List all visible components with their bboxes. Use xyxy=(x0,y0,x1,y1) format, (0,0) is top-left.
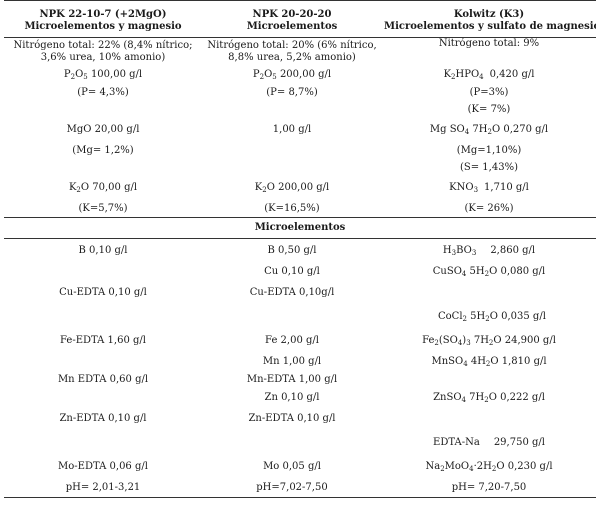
cell-s-pct-c3: (S= 1,43%) xyxy=(460,161,518,173)
cell-mo-c2: Mo 0,05 g/l xyxy=(263,461,321,472)
header-npk-20-20-20: NPK 20-20-20 Microelementos xyxy=(202,0,382,38)
table-row-boron: B 0,10 g/l B 0,50 g/l H3BO3 2,860 g/l xyxy=(4,239,596,264)
cell-b-c2: B 0,50 g/l xyxy=(267,245,317,256)
cell-nitrogen-c1: Nitrógeno total: 22% (8,4% nítrico; 3,6%… xyxy=(13,40,193,63)
table-header-row: NPK 22-10-7 (+2MgO) Microelementos y magn… xyxy=(4,0,596,38)
table-row-cobalt: CoCl2 5H2O 0,035 g/l xyxy=(4,305,596,329)
cell-k-c1: K2O 70,00 g/l xyxy=(68,182,138,194)
cell-ph-c2: pH=7,02-7,50 xyxy=(202,479,382,498)
cell-cu-c3: CuSO4 5H2O 0,080 g/l xyxy=(432,266,546,278)
cell-nitrogen-c3: Nitrógeno total: 9% xyxy=(438,38,540,49)
header-kolwitz-k3: Kolwitz (K3) Microelementos y sulfato de … xyxy=(382,0,596,38)
table-row-potassium-pct-k3: (K= 7%) xyxy=(4,101,596,118)
table-row-iron: Fe-EDTA 1,60 g/l Fe 2,00 g/l Fe2(SO4)3 7… xyxy=(4,329,596,353)
cell-k-pct-c3: (K= 26%) xyxy=(382,200,596,218)
table-row-cu-edta: Cu-EDTA 0,10 g/l Cu-EDTA 0,10g/l xyxy=(4,281,596,305)
table-row-zn-edta: Zn-EDTA 0,10 g/l Zn-EDTA 0,10 g/l xyxy=(4,407,596,431)
cell-mn-c3: MnSO4 4H2O 1,810 g/l xyxy=(431,356,547,368)
table-row-micro-title: Microelementos xyxy=(4,217,596,239)
section-title-microelementos: Microelementos xyxy=(4,217,596,239)
table-row-zinc: Zn 0,10 g/l ZnSO4 7H2O 0,222 g/l xyxy=(4,389,596,407)
table-row-manganese: Mn 1,00 g/l MnSO4 4H2O 1,810 g/l xyxy=(4,353,596,371)
cell-k-pct-c2: (K=16,5%) xyxy=(202,200,382,218)
cell-p-c3: K2HPO4 0,420 g/l xyxy=(443,69,535,81)
table-row-magnesium: MgO 20,00 g/l 1,00 g/l Mg SO4 7H2O 0,270… xyxy=(4,118,596,142)
cell-b-c3: H3BO3 2,860 g/l xyxy=(442,245,536,257)
cell-mnedta-c1: Mn EDTA 0,60 g/l xyxy=(57,374,149,385)
table-row-molybdenum: Mo-EDTA 0,06 g/l Mo 0,05 g/l Na2MoO4·2H2… xyxy=(4,455,596,479)
cell-p-pct-c1: (P= 4,3%) xyxy=(77,86,129,98)
cell-fe-c2: Fe 2,00 g/l xyxy=(265,335,319,346)
table-row-nitrogen: Nitrógeno total: 22% (8,4% nítrico; 3,6%… xyxy=(4,38,596,67)
cell-k-pct-c1: (K=5,7%) xyxy=(4,200,202,218)
cell-edtana-c3: EDTA-Na 29,750 g/l xyxy=(433,437,545,448)
cell-nitrogen-c2: Nitrógeno total: 20% (6% nítrico, 8,8% u… xyxy=(207,40,377,63)
table-row-phosphorus: P2O5 100,00 g/l P2O5 200,00 g/l K2HPO4 0,… xyxy=(4,66,596,84)
header-npk-22-10-7: NPK 22-10-7 (+2MgO) Microelementos y magn… xyxy=(4,0,202,38)
cell-mg-c2: 1,00 g/l xyxy=(272,124,312,135)
cell-mo-c1: Mo-EDTA 0,06 g/l xyxy=(58,461,148,472)
cell-p-c2: P2O5 200,00 g/l xyxy=(252,69,332,81)
cell-mn-c2: Mn 1,00 g/l xyxy=(262,356,322,367)
cell-b-c1: B 0,10 g/l xyxy=(78,245,128,256)
fertilizer-composition-table: NPK 22-10-7 (+2MgO) Microelementos y magn… xyxy=(4,0,596,498)
cell-mg-pct-c1: (Mg= 1,2%) xyxy=(72,144,134,156)
cell-p-pct-c2: (P= 8,7%) xyxy=(266,86,318,98)
table-row-ph: pH= 2,01-3,21 pH=7,02-7,50 pH= 7,20-7,50 xyxy=(4,479,596,498)
cell-ph-c1: pH= 2,01-3,21 xyxy=(4,479,202,498)
cell-mnedta-c2: Mn-EDTA 1,00 g/l xyxy=(246,374,338,385)
cell-p-c1: P2O5 100,00 g/l xyxy=(63,69,143,81)
table-row-edta-na: EDTA-Na 29,750 g/l xyxy=(4,431,596,455)
table-row-phosphorus-pct: (P= 4,3%) (P= 8,7%) (P=3%) xyxy=(4,84,596,101)
cell-mg-c1: MgO 20,00 g/l xyxy=(66,124,140,135)
table-row-mn-edta: Mn EDTA 0,60 g/l Mn-EDTA 1,00 g/l xyxy=(4,371,596,389)
table-row-sulfur-pct: (S= 1,43%) xyxy=(4,159,596,176)
table-row-potassium-pct: (K=5,7%) (K=16,5%) (K= 26%) xyxy=(4,200,596,218)
cell-znedta-c1: Zn-EDTA 0,10 g/l xyxy=(59,413,147,424)
cell-znedta-c2: Zn-EDTA 0,10 g/l xyxy=(248,413,336,424)
cell-co-c3: CoCl2 5H2O 0,035 g/l xyxy=(438,311,546,323)
cell-cuedta-c2: Cu-EDTA 0,10g/l xyxy=(249,287,335,298)
table-row-potassium: K2O 70,00 g/l K2O 200,00 g/l KNO3 1,710 g… xyxy=(4,176,596,200)
cell-mo-c3: Na2MoO4·2H2O 0,230 g/l xyxy=(425,461,553,473)
cell-zn-c3: ZnSO4 7H2O 0,222 g/l xyxy=(433,392,545,404)
cell-fe-c3: Fe2(SO4)3 7H2O 24,900 g/l xyxy=(422,335,556,347)
cell-p-pct-c3: (P=3%) xyxy=(469,86,509,98)
cell-cu-c2: Cu 0,10 g/l xyxy=(264,266,320,277)
cell-mg-c3: Mg SO4 7H2O 0,270 g/l xyxy=(429,124,549,136)
cell-mg-pct-c3: (Mg=1,10%) xyxy=(456,144,522,156)
cell-k-c2: K2O 200,00 g/l xyxy=(254,182,330,194)
cell-cuedta-c1: Cu-EDTA 0,10 g/l xyxy=(59,287,147,298)
cell-k-pct1-c3: (K= 7%) xyxy=(467,103,511,115)
cell-ph-c3: pH= 7,20-7,50 xyxy=(382,479,596,498)
cell-k-c3: KNO3 1,710 g/l xyxy=(449,182,529,194)
table-row-copper: Cu 0,10 g/l CuSO4 5H2O 0,080 g/l xyxy=(4,263,596,281)
cell-zn-c2: Zn 0,10 g/l xyxy=(264,392,320,403)
cell-fe-c1: Fe-EDTA 1,60 g/l xyxy=(60,335,146,346)
table-row-magnesium-pct: (Mg= 1,2%) (Mg=1,10%) xyxy=(4,142,596,159)
